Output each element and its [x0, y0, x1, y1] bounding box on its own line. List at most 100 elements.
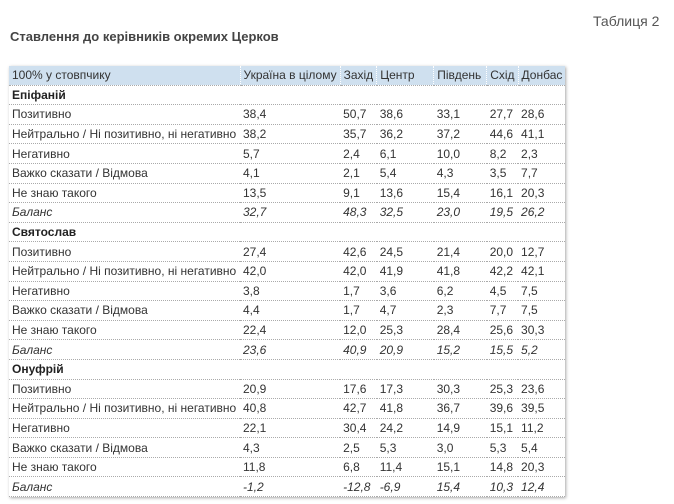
table-row: Важко сказати / Відмова 4,1 2,1 5,4 4,3 3,5 7,… — [9, 163, 566, 184]
table-title: Ставлення до керівників окремих Церков — [10, 29, 279, 44]
cell-south: 30,3 — [433, 379, 487, 400]
row-label: Не знаю такого — [9, 457, 240, 478]
table-row: Нейтрально / Ні позитивно, ні негативно 4… — [9, 398, 566, 419]
cell-center: 36,2 — [376, 124, 434, 145]
cell-donbas: 26,2 — [518, 202, 566, 223]
cell-donbas: 41,1 — [518, 124, 566, 145]
cell-south: 28,4 — [433, 320, 487, 341]
cell-donbas: 30,3 — [518, 320, 566, 341]
cell-east: 4,5 — [486, 281, 519, 302]
cell-east: 25,6 — [486, 320, 519, 341]
row-label: Не знаю такого — [9, 183, 240, 204]
cell-center: 32,5 — [376, 202, 434, 223]
row-label: Не знаю такого — [9, 320, 240, 341]
cell-west: 2,4 — [340, 143, 377, 164]
row-label: Позитивно — [9, 379, 240, 400]
cell-west: 42,6 — [340, 241, 377, 262]
cell-south: 10,0 — [433, 143, 487, 164]
cell-ukraine: 27,4 — [240, 241, 341, 262]
cell-west: 30,4 — [340, 418, 377, 439]
cell-east: 25,3 — [486, 379, 519, 400]
table-row: Не знаю такого 11,8 6,8 11,4 15,1 14,8 20,3 — [9, 457, 566, 478]
cell-south: 36,7 — [433, 398, 487, 419]
cell-center: 5,3 — [376, 437, 434, 458]
cell-ukraine: 11,8 — [240, 457, 341, 478]
table-row: Нейтрально / Ні позитивно, ні негативно 3… — [9, 124, 566, 145]
cell-west: 48,3 — [340, 202, 377, 223]
cell-donbas: 5,2 — [518, 339, 566, 360]
cell-donbas: 2,3 — [518, 143, 566, 164]
cell-donbas: 7,5 — [518, 300, 566, 321]
cell-south: 4,3 — [433, 163, 487, 184]
row-label: Нейтрально / Ні позитивно, ні негативно — [9, 124, 240, 145]
table-row: Нейтрально / Ні позитивно, ні негативно 4… — [9, 261, 566, 282]
cell-ukraine: 5,7 — [240, 143, 341, 164]
cell-east: 20,0 — [486, 241, 519, 262]
table-row: Не знаю такого 22,4 12,0 25,3 28,4 25,6 30,3 — [9, 320, 566, 341]
cell-east: 42,2 — [486, 261, 519, 282]
row-label: Негативно — [9, 281, 240, 302]
group-name: Святослав — [9, 222, 566, 243]
row-label: Негативно — [9, 143, 240, 164]
cell-east: 15,1 — [486, 418, 519, 439]
table-row: Позитивно 38,4 50,7 38,6 33,1 27,7 28,6 — [9, 104, 566, 125]
group-row: Святослав — [9, 222, 566, 243]
cell-center: 41,9 — [376, 261, 434, 282]
cell-donbas: 12,4 — [518, 476, 566, 498]
cell-center: 20,9 — [376, 339, 434, 360]
cell-south: 15,4 — [433, 476, 487, 498]
cell-center: 41,8 — [376, 398, 434, 419]
column-header-east: Схід — [486, 66, 519, 86]
cell-center: 11,4 — [376, 457, 434, 478]
cell-donbas: 20,3 — [518, 457, 566, 478]
cell-ukraine: 13,5 — [240, 183, 341, 204]
cell-ukraine: 38,4 — [240, 104, 341, 125]
cell-ukraine: 4,3 — [240, 437, 341, 458]
cell-east: 3,5 — [486, 163, 519, 184]
cell-ukraine: 23,6 — [240, 339, 341, 360]
cell-west: 17,6 — [340, 379, 377, 400]
row-label: Баланс — [9, 339, 240, 360]
cell-south: 21,4 — [433, 241, 487, 262]
table-row: Негативно 3,8 1,7 3,6 6,2 4,5 7,5 — [9, 281, 566, 302]
row-label: Баланс — [9, 476, 240, 498]
cell-south: 37,2 — [433, 124, 487, 145]
cell-center: 4,7 — [376, 300, 434, 321]
cell-donbas: 5,4 — [518, 437, 566, 458]
cell-east: 19,5 — [486, 202, 519, 223]
cell-east: 5,3 — [486, 437, 519, 458]
cell-east: 15,5 — [486, 339, 519, 360]
cell-center: 6,1 — [376, 143, 434, 164]
cell-donbas: 42,1 — [518, 261, 566, 282]
cell-donbas: 23,6 — [518, 379, 566, 400]
cell-west: 50,7 — [340, 104, 377, 125]
cell-west: 2,1 — [340, 163, 377, 184]
cell-donbas: 11,2 — [518, 418, 566, 439]
cell-center: 17,3 — [376, 379, 434, 400]
row-label: Баланс — [9, 202, 240, 223]
cell-south: 15,2 — [433, 339, 487, 360]
cell-south: 14,9 — [433, 418, 487, 439]
row-label: Позитивно — [9, 241, 240, 262]
cell-center: 25,3 — [376, 320, 434, 341]
cell-center: 38,6 — [376, 104, 434, 125]
cell-west: 1,7 — [340, 300, 377, 321]
cell-east: 14,8 — [486, 457, 519, 478]
cell-west: 42,0 — [340, 261, 377, 282]
table-row: Позитивно 20,9 17,6 17,3 30,3 25,3 23,6 — [9, 379, 566, 400]
cell-west: 42,7 — [340, 398, 377, 419]
cell-center: 24,2 — [376, 418, 434, 439]
row-label: Важко сказати / Відмова — [9, 300, 240, 321]
row-label: Важко сказати / Відмова — [9, 437, 240, 458]
cell-center: 5,4 — [376, 163, 434, 184]
cell-south: 6,2 — [433, 281, 487, 302]
row-label: Нейтрально / Ні позитивно, ні негативно — [9, 398, 240, 419]
column-header-ukraine: Україна в цілому — [240, 66, 341, 86]
cell-center: 13,6 — [376, 183, 434, 204]
cell-south: 41,8 — [433, 261, 487, 282]
cell-ukraine: 32,7 — [240, 202, 341, 223]
column-header-west: Захід — [340, 66, 378, 86]
cell-ukraine: 42,0 — [240, 261, 341, 282]
balance-row: Баланс 23,6 40,9 20,9 15,2 15,5 5,2 — [9, 339, 566, 360]
cell-ukraine: 40,8 — [240, 398, 341, 419]
